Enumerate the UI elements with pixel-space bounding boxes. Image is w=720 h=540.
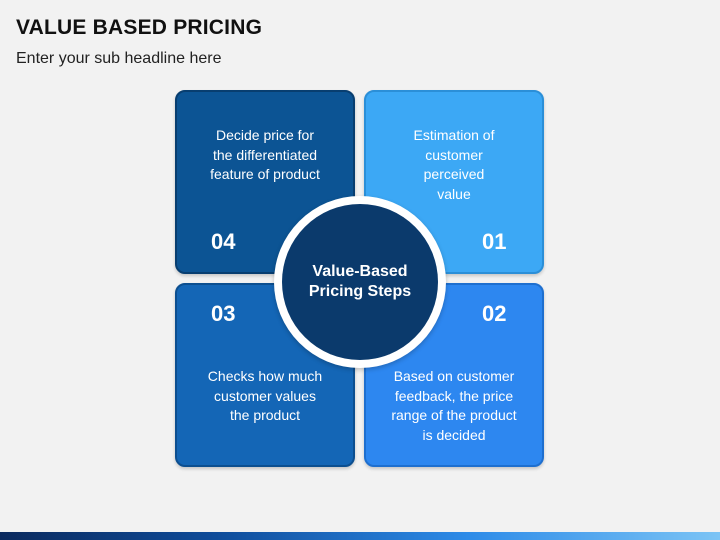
step-04-number: 04 — [211, 229, 236, 254]
center-hub-label: Value-Based Pricing Steps — [308, 263, 412, 300]
step-02-text: Based on customer feedback, the price ra… — [391, 368, 517, 443]
page-title: VALUE BASED PRICING — [16, 16, 263, 39]
step-03-number: 03 — [211, 301, 236, 326]
page-subtitle: Enter your sub headline here — [16, 50, 222, 67]
step-01-number: 01 — [482, 229, 507, 254]
step-01-text: Estimation of customer perceived value — [413, 127, 495, 202]
center-hub-ring: Value-Based Pricing Steps — [274, 196, 446, 368]
step-02-number: 02 — [482, 301, 507, 326]
step-04-tile: Decide price for the differentiated feat… — [175, 90, 355, 274]
step-04-text: Decide price for the differentiated feat… — [210, 127, 320, 182]
center-hub: Value-Based Pricing Steps — [282, 204, 438, 360]
bottom-accent-bar — [0, 532, 720, 540]
step-03-tile: 03 Checks how much customer values the p… — [175, 283, 355, 467]
step-03-text: Checks how much customer values the prod… — [207, 368, 323, 423]
